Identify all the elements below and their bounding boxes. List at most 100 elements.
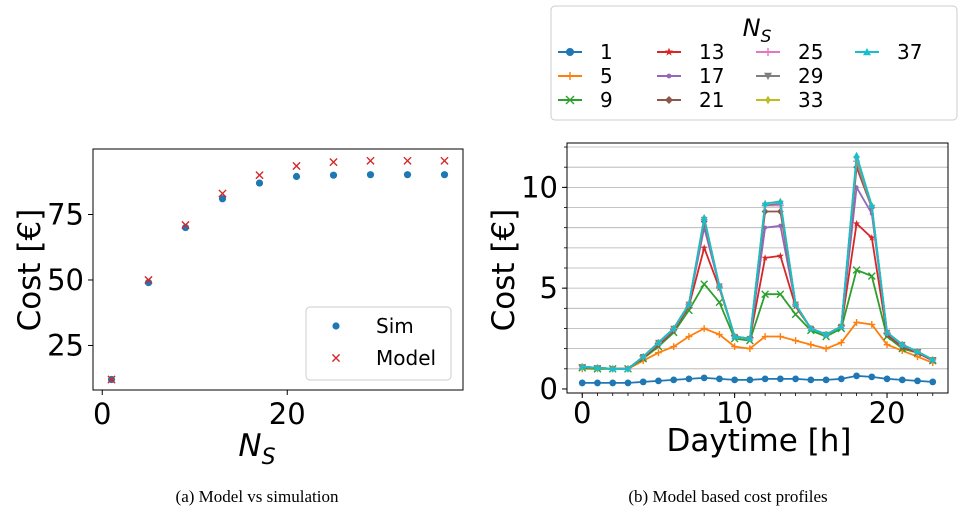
series-1-point-15 bbox=[807, 376, 815, 384]
series-9-point-14 bbox=[791, 310, 800, 319]
legend-marker-13 bbox=[664, 47, 674, 56]
legend-entry-13: 13 bbox=[657, 40, 724, 64]
chart-a-caption: (a) Model vs simulation bbox=[176, 487, 339, 506]
legend-entry-9: 9 bbox=[558, 88, 613, 112]
series-5-point-14 bbox=[792, 337, 799, 344]
chart-b-legend-box bbox=[550, 5, 958, 121]
scatter-point-model-8 bbox=[403, 156, 412, 165]
legend-marker-sim bbox=[332, 322, 340, 330]
series-1-point-9 bbox=[716, 375, 723, 383]
series-13-point-8 bbox=[700, 244, 708, 251]
legend-entry-1: 1 bbox=[558, 40, 613, 64]
chart-b-ticks: 0 10 20 0 5 10 bbox=[521, 146, 934, 430]
series-1 bbox=[578, 372, 937, 387]
legend-marker-29 bbox=[764, 72, 772, 80]
series-1-point-16 bbox=[822, 376, 830, 384]
legend-marker-25 bbox=[764, 48, 772, 56]
series-5-point-7 bbox=[685, 333, 693, 340]
series-5-point-13 bbox=[776, 333, 784, 340]
series-37-point-4 bbox=[639, 353, 647, 360]
legend-label-33: 33 bbox=[798, 88, 823, 112]
scatter-point-sim-7 bbox=[366, 171, 375, 179]
series-1-point-21 bbox=[898, 376, 906, 384]
series-1-point-1 bbox=[594, 379, 601, 387]
series-9-point-18 bbox=[852, 266, 861, 274]
x-tick-label-b-2: 20 bbox=[869, 396, 906, 430]
series-1-point-10 bbox=[731, 376, 739, 384]
series-1-point-19 bbox=[868, 373, 876, 381]
legend-marker-21 bbox=[665, 96, 673, 104]
x-tick-label-b-1: 10 bbox=[716, 396, 753, 430]
chart-a-xlabel: NS bbox=[238, 428, 275, 470]
x-tick-label-0: 0 bbox=[93, 397, 111, 431]
scatter-point-model-3 bbox=[218, 189, 227, 198]
series-5-point-15 bbox=[807, 341, 815, 349]
chart-a-ticks: 0 20 25 50 75 bbox=[47, 197, 306, 431]
series-line-5 bbox=[582, 321, 934, 370]
series-1-point-14 bbox=[792, 375, 799, 383]
series-5-point-18 bbox=[853, 319, 860, 326]
series-13-point-13 bbox=[776, 252, 784, 259]
series-1-point-4 bbox=[639, 378, 647, 386]
series-37-point-23 bbox=[929, 356, 937, 363]
series-37-point-8 bbox=[700, 214, 708, 221]
series-9-point-9 bbox=[715, 298, 724, 307]
series-37-point-22 bbox=[914, 348, 921, 355]
series-37-point-0 bbox=[578, 363, 586, 370]
series-1-point-3 bbox=[624, 379, 632, 387]
legend-label-37: 37 bbox=[897, 40, 922, 64]
legend-entry-25: 25 bbox=[756, 40, 823, 64]
series-37-point-2 bbox=[609, 365, 617, 372]
series-37-point-5 bbox=[655, 339, 662, 346]
series-1-point-12 bbox=[761, 375, 769, 383]
series-37-point-15 bbox=[807, 325, 815, 332]
chart-a-ylabel: Cost [€] bbox=[12, 209, 48, 332]
legend-marker-9 bbox=[565, 95, 575, 105]
legend-entry-21: 21 bbox=[657, 88, 724, 112]
series-5-point-11 bbox=[746, 345, 754, 353]
series-37-point-11 bbox=[746, 335, 754, 342]
legend-marker-1 bbox=[566, 48, 574, 56]
series-5-point-8 bbox=[700, 325, 708, 332]
series-37-point-12 bbox=[761, 200, 769, 207]
scatter-point-model-9 bbox=[440, 156, 449, 165]
legend-label-13: 13 bbox=[699, 40, 724, 64]
legend-label-25: 25 bbox=[798, 40, 823, 64]
series-33 bbox=[580, 153, 935, 373]
legend-marker-17 bbox=[666, 73, 672, 79]
series-1-point-17 bbox=[837, 375, 845, 383]
series-13-point-12 bbox=[761, 254, 769, 261]
series-13-point-19 bbox=[868, 234, 876, 241]
series-37-point-14 bbox=[792, 300, 799, 308]
legend-entry-29: 29 bbox=[756, 64, 823, 88]
x-tick-label-b-0: 0 bbox=[573, 396, 591, 430]
y-tick-label-b-2: 10 bbox=[521, 170, 558, 204]
series-9-point-19 bbox=[867, 272, 876, 280]
scatter-point-model-7 bbox=[366, 156, 375, 165]
series-37-point-20 bbox=[883, 329, 891, 336]
series-37-point-13 bbox=[776, 198, 784, 205]
scatter-point-model-1 bbox=[144, 275, 153, 285]
series-37-point-10 bbox=[731, 333, 739, 340]
legend-entry-5: 5 bbox=[558, 64, 613, 88]
chart-a-legend-box bbox=[305, 306, 452, 381]
series-5-point-9 bbox=[716, 331, 723, 338]
y-tick-label-1: 50 bbox=[47, 263, 84, 297]
chart-b-xlabel: Daytime [h] bbox=[667, 423, 852, 459]
series-37 bbox=[578, 151, 937, 372]
series-5-point-20 bbox=[883, 341, 891, 349]
legend-label-29: 29 bbox=[798, 64, 823, 88]
chart-b-caption: (b) Model based cost profiles bbox=[628, 487, 827, 506]
series-5-point-19 bbox=[868, 321, 876, 328]
scatter-point-model-6 bbox=[329, 158, 338, 167]
x-tick-label-1: 20 bbox=[269, 397, 306, 431]
chart-a-frame bbox=[92, 148, 464, 391]
legend-label-21: 21 bbox=[699, 88, 724, 112]
legend-marker-33 bbox=[765, 95, 771, 105]
scatter-point-sim-8 bbox=[403, 171, 412, 179]
chart-a-legend: Sim Model bbox=[305, 306, 452, 381]
series-1-point-22 bbox=[914, 377, 921, 385]
series-37-point-3 bbox=[624, 365, 632, 372]
